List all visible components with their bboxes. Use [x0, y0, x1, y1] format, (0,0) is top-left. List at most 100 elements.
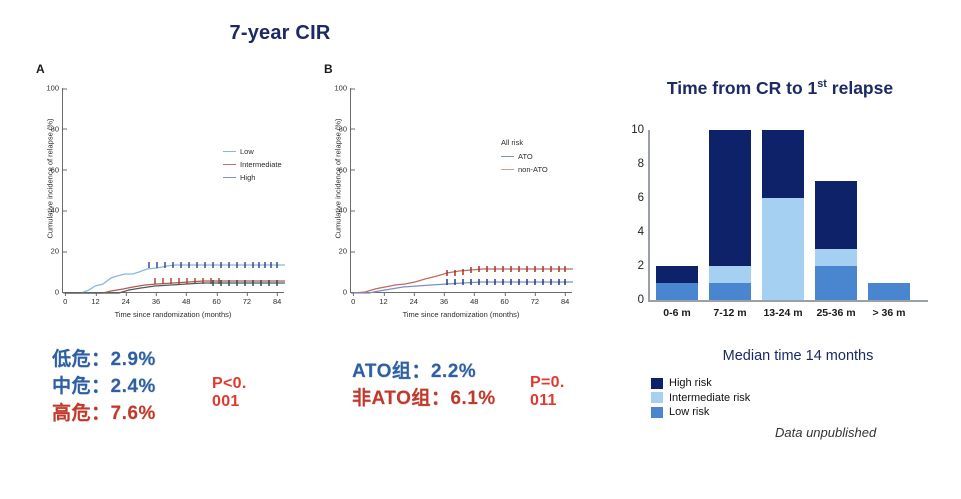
panel-a-xtick: 84 — [272, 292, 282, 306]
panel-b-ytick: 20 — [339, 247, 355, 256]
panel-a-plot-area: 0 20 40 60 80 100 0 12 24 36 48 60 72 84 — [46, 84, 285, 306]
legend-swatch-low-risk — [651, 406, 663, 418]
bar-xtick: 25-36 m — [816, 307, 856, 319]
panel-a-xtick: 0 — [63, 292, 68, 306]
bar-column[interactable]: 7-12 m — [709, 130, 751, 319]
stat-high-risk: 高危：7.6% — [52, 403, 156, 424]
bar-segment-high-risk — [762, 130, 804, 198]
legend-item: High — [223, 171, 282, 184]
panel-a-curves — [65, 262, 285, 294]
legend-item: ATO — [501, 150, 548, 163]
bar-column[interactable]: 0-6 m — [656, 266, 698, 319]
bar-segment-high-risk — [656, 266, 698, 283]
page-title: 7-year CIR — [229, 22, 331, 44]
panel-a-ytick: 80 — [51, 124, 67, 133]
panel-b-xtick: 24 — [409, 292, 418, 306]
panel-letter-a: A — [36, 62, 45, 76]
panel-b-xtick: 36 — [439, 292, 449, 306]
panel-b-xtick: 72 — [530, 292, 540, 306]
bar-segment-intermediate-risk — [762, 198, 804, 300]
stat-ato-group: ATO组：2.2% — [352, 361, 477, 382]
legend-item: Low — [223, 145, 282, 158]
stat-line: 低危：2.9% — [52, 346, 156, 373]
stat-low-risk: 低危：2.9% — [52, 349, 156, 370]
panel-a-xtick: 48 — [182, 292, 191, 306]
panel-b-x-axis-label: Time since randomization (months) — [402, 310, 520, 319]
legend-title: All risk — [501, 138, 524, 147]
bar-xtick: 7-12 m — [713, 307, 747, 319]
bar-column[interactable]: 25-36 m — [815, 180, 857, 319]
legend-swatch-intermediate — [223, 163, 236, 166]
bar-segment-low-risk — [709, 283, 751, 300]
bar-chart-legend: High risk Intermediate risk Low risk — [651, 376, 750, 420]
panel-b-plot-area: 0 20 40 60 80 100 0 12 24 36 48 60 72 84 — [334, 84, 573, 306]
bar-segment-high-risk — [709, 130, 751, 266]
panel-b-ytick: 40 — [339, 206, 355, 215]
legend-label: Intermediate risk — [669, 391, 751, 404]
panel-a-xtick: 72 — [242, 292, 252, 306]
legend-label: non-ATO — [518, 165, 548, 174]
legend-swatch-non-ato — [501, 168, 514, 171]
legend-item: High risk — [651, 376, 750, 391]
panel-a-ytick: 40 — [51, 206, 67, 215]
panel-a-xtick: 12 — [91, 292, 100, 306]
bar-ytick: 2 — [637, 260, 644, 272]
panel-b-ytick: 80 — [339, 124, 355, 133]
panel-b-ytick: 0 — [343, 288, 355, 297]
data-unpublished-note: Data unpublished — [775, 425, 877, 440]
legend-label: Low — [240, 147, 254, 156]
bar-ytick: 6 — [637, 192, 644, 204]
stat-line: ATO组：2.2% — [352, 358, 496, 385]
panel-a-ytick: 0 — [55, 288, 67, 297]
legend-swatch-ato — [501, 155, 514, 158]
panel-b-xtick: 48 — [470, 292, 479, 306]
legend-item: Intermediate — [223, 158, 282, 171]
bar-segment-intermediate-risk — [709, 266, 751, 283]
median-time-note: Median time 14 months — [722, 348, 874, 364]
legend-label: High — [240, 173, 256, 182]
bar-column[interactable]: > 36 m — [868, 283, 910, 319]
stat-line: 高危：7.6% — [52, 400, 156, 427]
bar-column[interactable]: 13-24 m — [762, 130, 804, 319]
bar-xtick: > 36 m — [872, 307, 906, 319]
legend-label: Intermediate — [240, 160, 282, 169]
panel-b-xtick: 60 — [500, 292, 509, 306]
bar-ytick: 0 — [637, 294, 644, 306]
bar-segment-high-risk — [815, 180, 857, 249]
stat-line: 中危：2.4% — [52, 373, 156, 400]
p-value-ato: P=0. 011 — [530, 374, 565, 409]
panel-b-xtick: 0 — [351, 292, 356, 306]
bar-segment-low-risk — [815, 266, 857, 300]
bar-ytick: 4 — [637, 226, 644, 238]
legend-label: ATO — [518, 152, 533, 161]
panel-b-ytick: 60 — [339, 165, 355, 174]
bar-chart-title-text: Time from CR to 1st relapse — [666, 78, 894, 98]
panel-a-xtick: 36 — [151, 292, 161, 306]
panel-b-ytick: 100 — [334, 84, 354, 93]
panel-a-xtick: 60 — [212, 292, 221, 306]
legend-label: High risk — [669, 377, 712, 389]
panel-a-ytick: 60 — [51, 165, 67, 174]
panel-letter-b: B — [324, 62, 333, 76]
stat-non-ato-group: 非ATO组：6.1% — [352, 388, 496, 409]
panel-a-legend: Low Intermediate High — [223, 145, 282, 184]
panel-b-legend: All risk ATO non-ATO — [501, 136, 548, 176]
legend-item: non-ATO — [501, 163, 548, 176]
panel-a-ytick: 20 — [51, 247, 67, 256]
panel-a-ytick: 100 — [46, 84, 66, 93]
legend-swatch-low — [223, 150, 236, 153]
bar-segment-intermediate-risk — [815, 248, 857, 266]
p-value-risk-groups: P<0. 001 — [212, 375, 247, 410]
legend-swatch-intermediate-risk — [651, 392, 663, 404]
panel-b-curves — [352, 266, 573, 294]
panel-b-xtick: 12 — [379, 292, 388, 306]
legend-swatch-high — [223, 176, 236, 179]
km-curve-panel-b: B Cumulative incidence of relapse (%) 0 … — [310, 62, 590, 337]
bar-chart-title: Time from CR to 1st relapse — [605, 78, 955, 99]
stat-intermediate-risk: 中危：2.4% — [52, 376, 156, 397]
bar-chart-plot-area: 0 2 4 6 8 10 0-6 m 7-12 m 13-24 m 25-36 … — [631, 124, 928, 319]
panel-a-xtick: 24 — [121, 292, 130, 306]
bar-ytick: 8 — [637, 158, 644, 170]
panel-a-x-axis-label: Time since randomization (months) — [114, 310, 232, 319]
panel-b-xtick: 84 — [560, 292, 570, 306]
